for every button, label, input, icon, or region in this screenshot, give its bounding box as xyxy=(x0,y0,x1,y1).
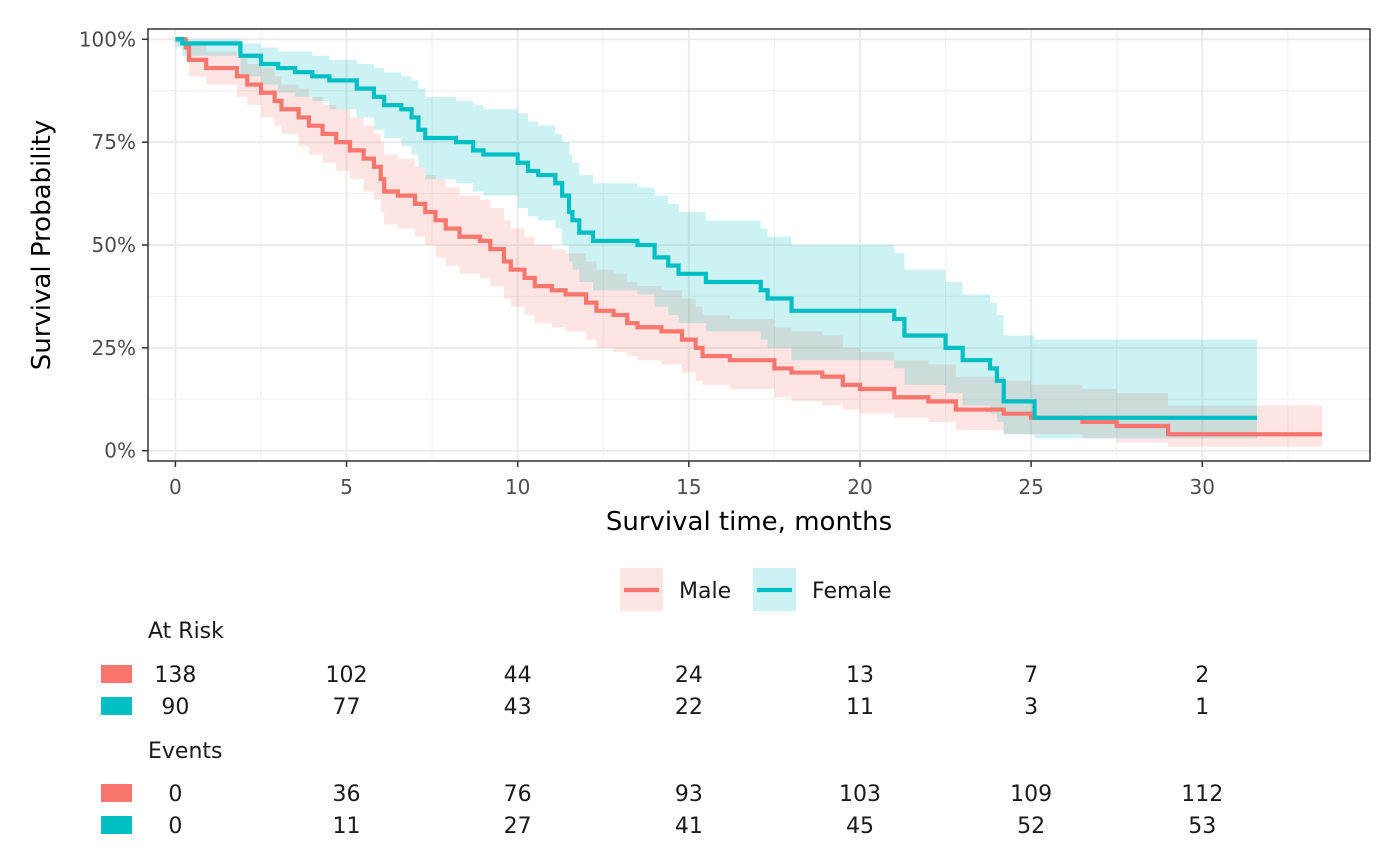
table-row-key-male xyxy=(101,784,132,802)
table-cell: 76 xyxy=(504,782,532,807)
table-cell: 0 xyxy=(168,782,182,807)
table-cell: 138 xyxy=(154,663,196,688)
legend-label-male: Male xyxy=(679,579,731,604)
y-axis-title: Survival Probability xyxy=(27,120,57,371)
y-tick-label: 100% xyxy=(79,27,136,51)
table-row-key-female xyxy=(101,697,132,715)
y-tick-label: 50% xyxy=(92,233,136,257)
table-cell: 13 xyxy=(846,663,874,688)
table-cell: 0 xyxy=(168,814,182,839)
table-cell: 11 xyxy=(846,695,874,720)
x-tick-label: 30 xyxy=(1190,475,1215,499)
table-cell: 36 xyxy=(333,782,361,807)
x-tick-label: 10 xyxy=(505,475,530,499)
table-cell: 53 xyxy=(1188,814,1216,839)
table-cell: 44 xyxy=(504,663,532,688)
table-cell: 27 xyxy=(504,814,532,839)
table-cell: 1 xyxy=(1195,695,1209,720)
legend: Male Female xyxy=(620,568,892,611)
table-cell: 45 xyxy=(846,814,874,839)
table-cell: 22 xyxy=(675,695,703,720)
survival-curve-female xyxy=(175,37,1258,420)
table-cell: 52 xyxy=(1017,814,1045,839)
table-title-at-risk: At Risk xyxy=(148,619,224,644)
x-axis-title: Survival time, months xyxy=(606,507,892,537)
table-cell: 103 xyxy=(839,782,881,807)
table-cell: 102 xyxy=(326,663,368,688)
table-cell: 41 xyxy=(675,814,703,839)
x-tick-label: 0 xyxy=(169,475,182,499)
table-cell: 109 xyxy=(1010,782,1052,807)
table-cell: 3 xyxy=(1024,695,1038,720)
table-cell: 90 xyxy=(161,695,189,720)
x-tick-label: 25 xyxy=(1018,475,1043,499)
risk-table: At Risk 138 102 44 24 13 7 2 90 77 43 22 11 3 1 Events 0… xyxy=(101,619,1223,839)
confidence-band-male xyxy=(175,39,1323,447)
table-title-events: Events xyxy=(148,739,223,764)
y-tick-label: 0% xyxy=(104,439,136,463)
survival-curve-male xyxy=(175,37,1323,437)
table-cell: 24 xyxy=(675,663,703,688)
table-row-key-female xyxy=(101,816,132,834)
table-cell: 77 xyxy=(333,695,361,720)
table-cell: 93 xyxy=(675,782,703,807)
y-tick-label: 75% xyxy=(92,130,136,154)
table-cell: 112 xyxy=(1181,782,1223,807)
table-cell: 11 xyxy=(333,814,361,839)
legend-label-female: Female xyxy=(812,579,892,604)
table-cell: 7 xyxy=(1024,663,1038,688)
table-row-key-male xyxy=(101,665,132,683)
y-tick-label: 25% xyxy=(92,336,136,360)
x-tick-label: 20 xyxy=(847,475,872,499)
table-cell: 43 xyxy=(504,695,532,720)
x-tick-label: 15 xyxy=(676,475,701,499)
x-tick-label: 5 xyxy=(340,475,353,499)
table-cell: 2 xyxy=(1195,663,1209,688)
